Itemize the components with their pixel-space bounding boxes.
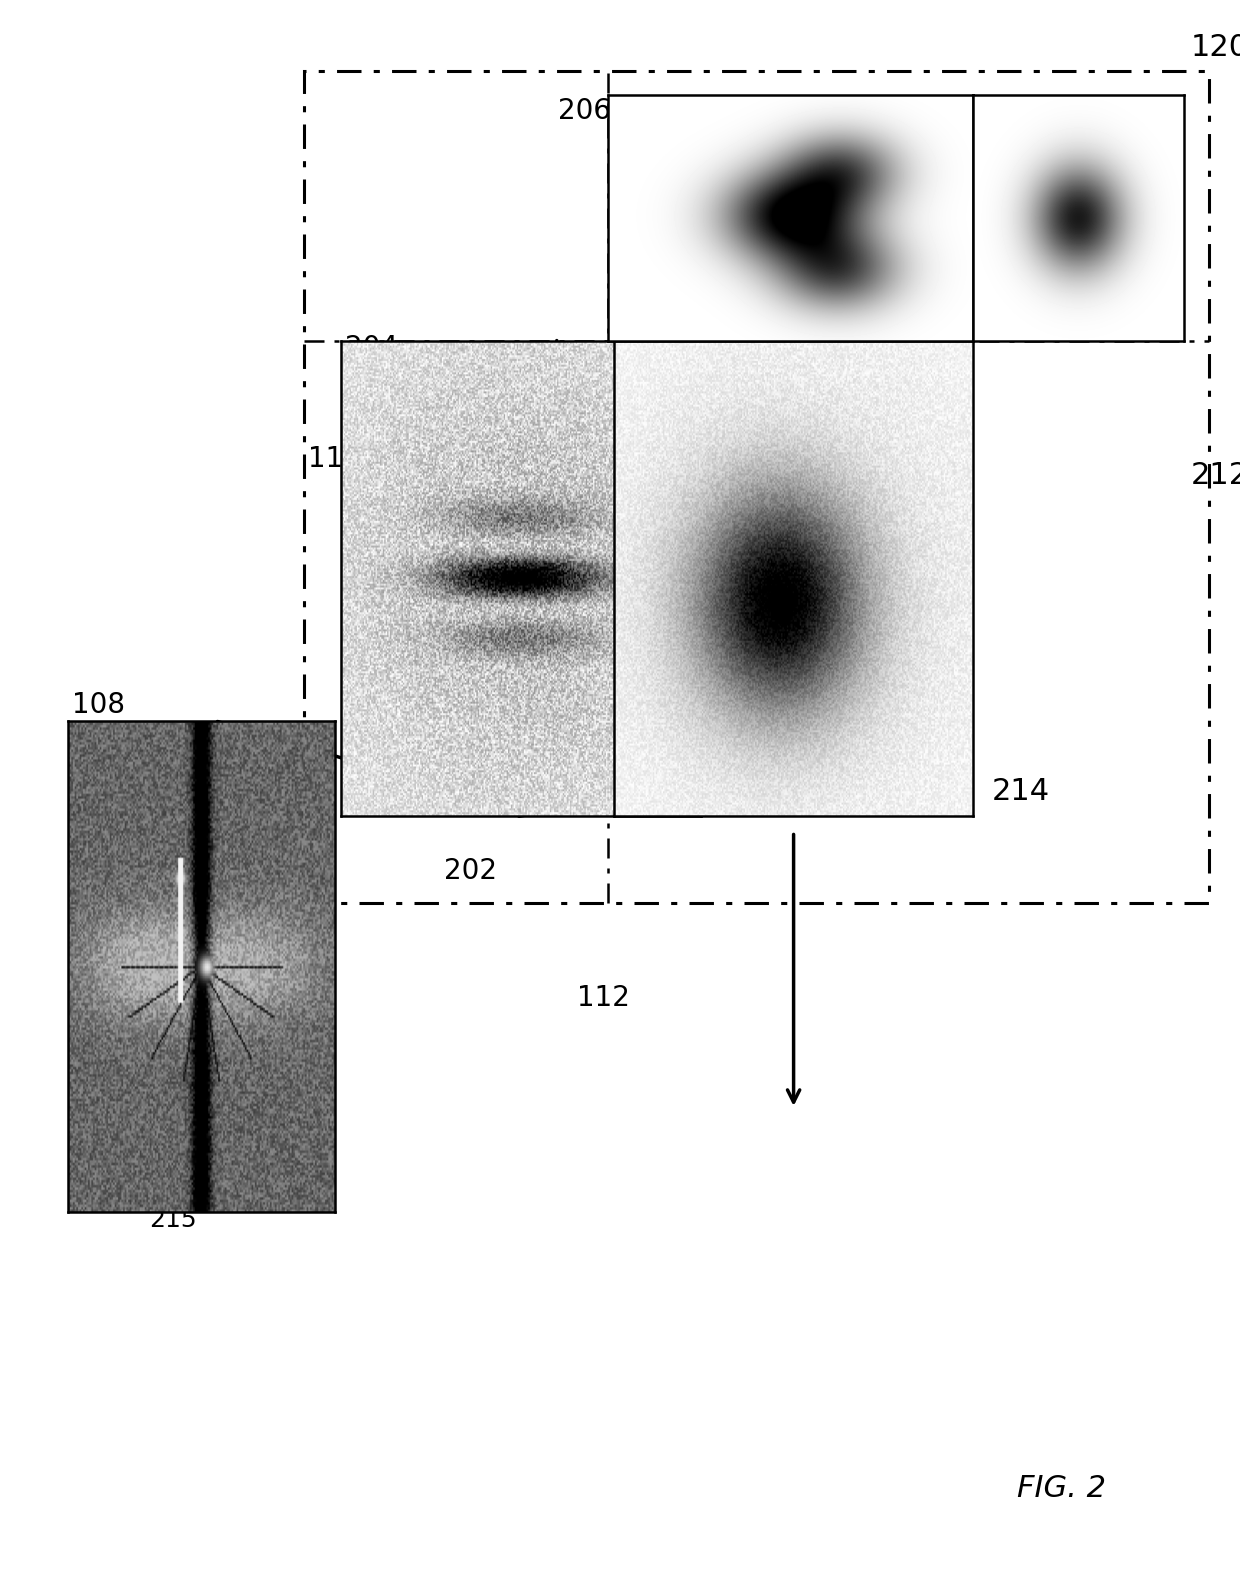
Bar xyxy=(304,71,1209,903)
Text: 120: 120 xyxy=(1190,33,1240,62)
Text: 215: 215 xyxy=(149,1207,196,1232)
Text: 204: 204 xyxy=(345,334,398,363)
Text: FIG. 2: FIG. 2 xyxy=(1017,1475,1106,1503)
Text: 206: 206 xyxy=(558,97,611,125)
Text: 208: 208 xyxy=(616,204,665,230)
Text: 202: 202 xyxy=(444,857,497,885)
Text: 207: 207 xyxy=(709,299,758,325)
Text: 214: 214 xyxy=(992,778,1050,806)
Text: 108: 108 xyxy=(72,691,125,719)
Text: IFT: IFT xyxy=(811,374,843,393)
Text: 205: 205 xyxy=(676,382,723,407)
Text: 208: 208 xyxy=(1089,225,1137,250)
Text: 110: 110 xyxy=(308,445,361,474)
Text: 213: 213 xyxy=(890,398,939,423)
Text: 209: 209 xyxy=(769,98,817,124)
Text: 212: 212 xyxy=(1190,461,1240,489)
Text: 210: 210 xyxy=(980,98,1028,124)
Text: 112: 112 xyxy=(577,984,630,1012)
Text: FT: FT xyxy=(627,358,653,377)
Text: 109: 109 xyxy=(288,859,335,884)
